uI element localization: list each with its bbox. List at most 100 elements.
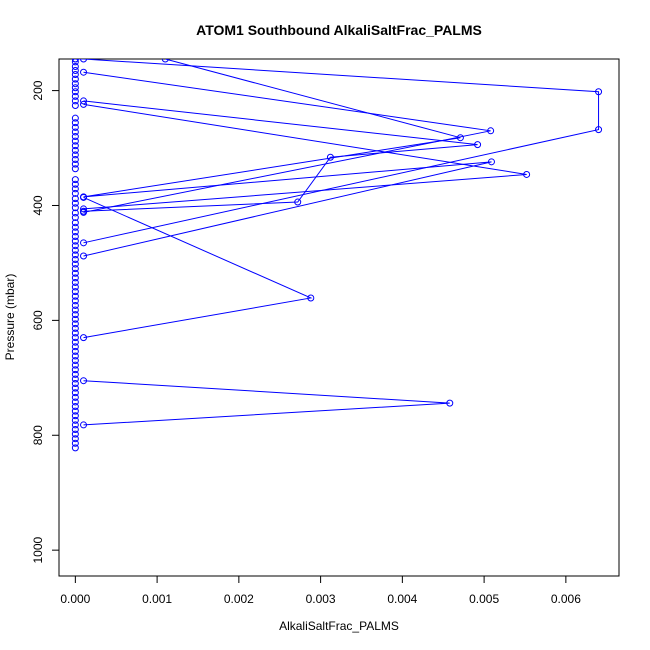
data-point [71,62,79,70]
data-point [71,88,79,96]
data-point [71,278,79,286]
data-point [80,100,88,108]
plot-frame [58,58,620,577]
data-point [71,255,79,263]
data-point [71,114,79,122]
data-point [71,430,79,438]
data-point [523,170,531,178]
data-point [71,146,79,154]
series-line [83,100,478,212]
series-6 [80,193,315,342]
data-point [71,444,79,452]
data-point [71,209,79,217]
data-point [71,237,79,245]
y-tick-label: 200 [31,80,45,100]
series-line [83,103,527,210]
x-axis: 0.000 0.001 0.002 0.003 0.004 0.005 0.006 [60,575,581,606]
data-point [71,334,79,342]
series-line [83,59,492,257]
series-3 [80,59,495,260]
data-point [80,207,88,215]
data-point [71,416,79,424]
data-point [71,151,79,159]
series-4 [80,97,482,215]
data-point [71,59,79,66]
data-point [71,71,79,79]
series-line [83,380,450,426]
data-point [71,370,79,378]
data-point [71,403,79,411]
data-point [71,366,79,374]
data-point [71,301,79,309]
data-point [71,269,79,277]
data-point [71,97,79,105]
data-point [71,398,79,406]
data-point [71,214,79,222]
data-point [595,88,603,96]
data-point [71,412,79,420]
data-point [71,66,79,74]
data-point [595,126,603,134]
y-axis-label: Pressure (mbar) [3,274,17,361]
data-point [487,127,495,135]
data-point [71,380,79,388]
data-point [71,75,79,83]
data-point [71,439,79,447]
y-tick-label: 400 [31,195,45,215]
data-point [71,265,79,273]
data-point [71,375,79,383]
x-tick-label: 0.004 [387,592,417,606]
data-point [71,199,79,207]
data-point [307,294,315,302]
x-tick-label: 0.001 [142,592,172,606]
data-point [474,141,482,149]
data-point [71,338,79,346]
data-point [71,84,79,92]
data-point [456,134,464,142]
data-point [80,377,88,385]
data-point [80,97,88,105]
data-point [71,320,79,328]
data-point [161,59,169,63]
data-point [71,233,79,240]
data-point [71,357,79,365]
data-point [80,193,88,201]
series-5 [80,100,531,213]
data-point [71,324,79,332]
plot-area [71,59,603,452]
data-point [71,195,79,203]
data-point [80,205,88,213]
data-point [71,260,79,268]
data-point [71,228,79,236]
data-point [487,158,495,166]
data-point [80,239,88,247]
data-point [71,165,79,173]
data-point [71,137,79,145]
data-point [71,274,79,282]
data-point [71,160,79,168]
data-point [71,292,79,300]
data-point [71,435,79,443]
data-point [80,334,88,342]
data-point [71,59,79,63]
x-tick-label: 0.006 [551,592,581,606]
y-tick-label: 600 [31,310,45,330]
x-tick-label: 0.003 [306,592,336,606]
data-point [71,92,79,100]
data-point [71,251,79,259]
data-point [71,347,79,355]
data-point [71,306,79,314]
data-point [71,223,79,231]
data-point [80,68,88,76]
data-point [71,421,79,429]
data-point [71,142,79,150]
x-tick-label: 0.005 [469,592,499,606]
data-point [294,198,302,206]
data-point [71,219,79,227]
data-point [71,204,79,212]
data-point [71,389,79,397]
data-point [71,156,79,164]
series-0 [71,59,79,452]
data-point [71,242,79,250]
